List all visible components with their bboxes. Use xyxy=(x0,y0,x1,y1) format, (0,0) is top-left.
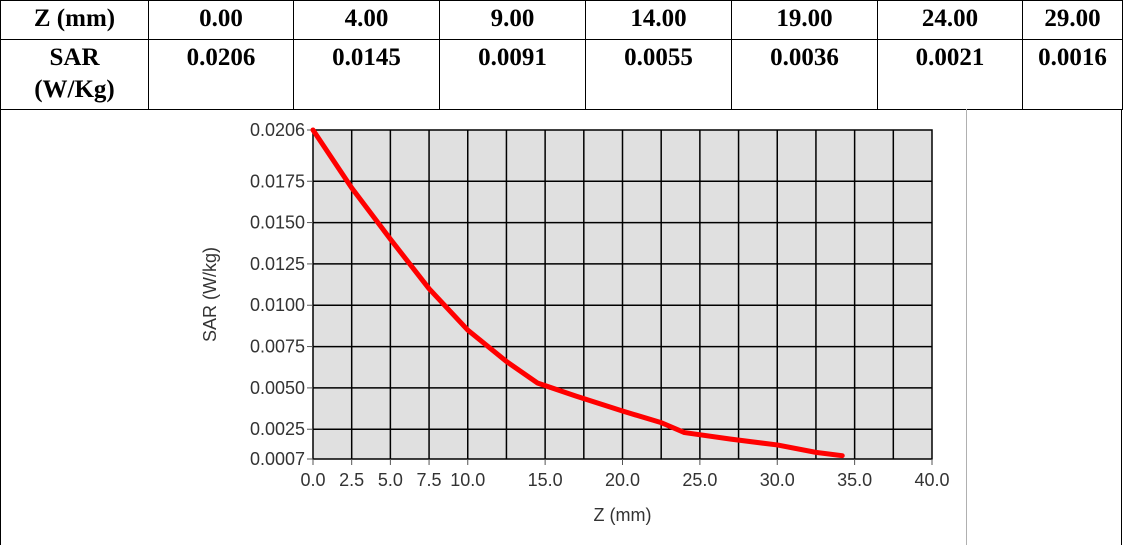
sar-header: SAR (W/Kg) xyxy=(0,39,149,110)
chart-image-edge xyxy=(966,109,967,545)
sar-table: Z (mm) 0.00 4.00 9.00 14.00 19.00 24.00 … xyxy=(0,0,1123,110)
chart-cell xyxy=(0,109,1122,545)
sar-value: 0.0091 xyxy=(439,39,586,110)
z-value: 9.00 xyxy=(439,0,586,40)
sar-row: SAR (W/Kg) 0.0206 0.0145 0.0091 0.0055 0… xyxy=(0,39,1123,110)
y-tick-label: 0.0206 xyxy=(250,120,305,140)
x-tick-label: 10.0 xyxy=(450,470,485,490)
y-tick-label: 0.0175 xyxy=(250,171,305,191)
sar-value: 0.0145 xyxy=(293,39,440,110)
x-tick-label: 40.0 xyxy=(914,470,949,490)
sar-chart: 0.02060.01750.01500.01250.01000.00750.00… xyxy=(200,120,950,525)
z-value: 29.00 xyxy=(1022,0,1123,40)
y-tick-label: 0.0100 xyxy=(250,295,305,315)
z-row: Z (mm) 0.00 4.00 9.00 14.00 19.00 24.00 … xyxy=(0,0,1123,40)
sar-value: 0.0206 xyxy=(148,39,294,110)
y-tick-label: 0.0075 xyxy=(250,337,305,357)
x-axis-title: Z (mm) xyxy=(594,505,652,525)
sar-value: 0.0021 xyxy=(877,39,1023,110)
z-header: Z (mm) xyxy=(0,0,149,40)
y-tick-label: 0.0150 xyxy=(250,213,305,233)
grid xyxy=(313,130,932,459)
y-tick-label: 0.0125 xyxy=(250,254,305,274)
x-tick-label: 0.0 xyxy=(300,470,325,490)
x-tick-label: 5.0 xyxy=(378,470,403,490)
sar-value: 0.0016 xyxy=(1022,39,1123,110)
series-line xyxy=(310,127,845,459)
x-tick-label: 15.0 xyxy=(528,470,563,490)
sar-value: 0.0036 xyxy=(731,39,878,110)
y-axis-title: SAR (W/kg) xyxy=(200,247,220,342)
z-value: 0.00 xyxy=(148,0,294,40)
x-tick-label: 30.0 xyxy=(760,470,795,490)
sar-value: 0.0055 xyxy=(585,39,732,110)
y-tick-label: 0.0050 xyxy=(250,378,305,398)
x-tick-label: 25.0 xyxy=(682,470,717,490)
y-tick-label: 0.0025 xyxy=(250,419,305,439)
series-layer xyxy=(310,127,845,459)
z-value: 24.00 xyxy=(877,0,1023,40)
x-tick-label: 2.5 xyxy=(339,470,364,490)
sar-header-line1: SAR xyxy=(49,44,100,71)
z-value: 19.00 xyxy=(731,0,878,40)
x-tick-label: 35.0 xyxy=(837,470,872,490)
ticks: 0.02060.01750.01500.01250.01000.00750.00… xyxy=(250,120,950,490)
sar-header-line2: (W/Kg) xyxy=(34,76,115,103)
z-value: 14.00 xyxy=(585,0,732,40)
z-value: 4.00 xyxy=(293,0,440,40)
x-tick-label: 7.5 xyxy=(417,470,442,490)
y-tick-label: 0.0007 xyxy=(250,449,305,469)
x-tick-label: 20.0 xyxy=(605,470,640,490)
